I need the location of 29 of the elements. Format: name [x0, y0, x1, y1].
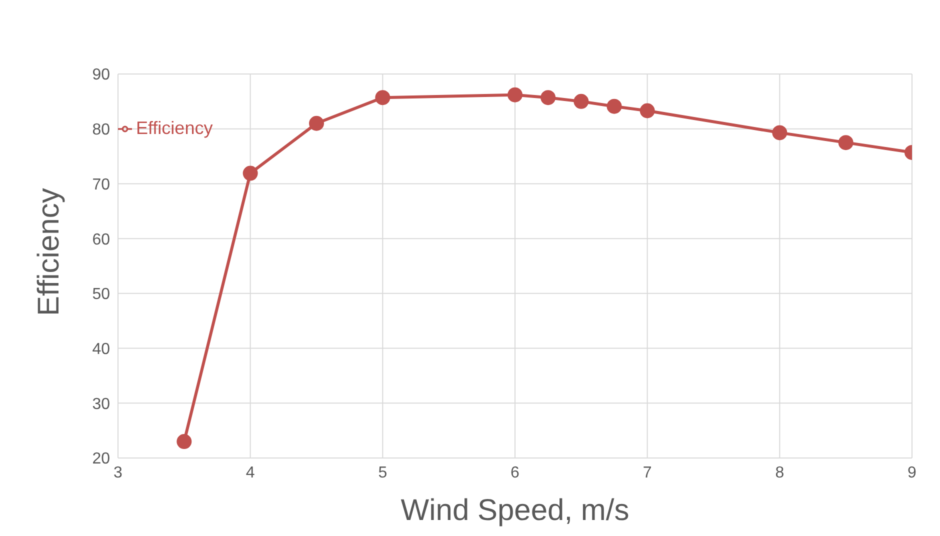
point	[574, 94, 589, 109]
point	[375, 90, 390, 106]
point	[606, 98, 622, 114]
y-tick-label: 30	[92, 396, 110, 413]
point	[772, 125, 788, 140]
x-tick-label: 9	[908, 464, 917, 482]
x-tick-label: 4	[246, 464, 255, 482]
x-tick-label: 5	[378, 464, 388, 482]
x-tick-label: 6	[510, 464, 520, 482]
point	[242, 166, 258, 181]
point	[838, 135, 854, 150]
point	[176, 434, 192, 450]
point	[508, 87, 522, 102]
y-tick-label: 70	[92, 176, 110, 194]
legend-label: Efficiency	[136, 118, 213, 138]
point	[540, 90, 556, 106]
x-tick-label: 8	[775, 464, 784, 482]
y-tick-label: 40	[92, 340, 110, 358]
x-tick-label: 3	[114, 464, 123, 482]
y-tick-label: 90	[92, 66, 110, 84]
point	[640, 103, 655, 118]
point	[309, 116, 324, 131]
y-tick-label: 20	[92, 450, 110, 468]
y-tick-label: 80	[92, 122, 110, 139]
x-tick-label: 7	[642, 464, 652, 482]
y-axis-title: Efficiency	[32, 188, 66, 316]
x-axis-title: Wind Speed, m/s	[400, 494, 630, 527]
y-tick-label: 50	[92, 286, 110, 304]
y-tick-label: 60	[92, 231, 110, 248]
